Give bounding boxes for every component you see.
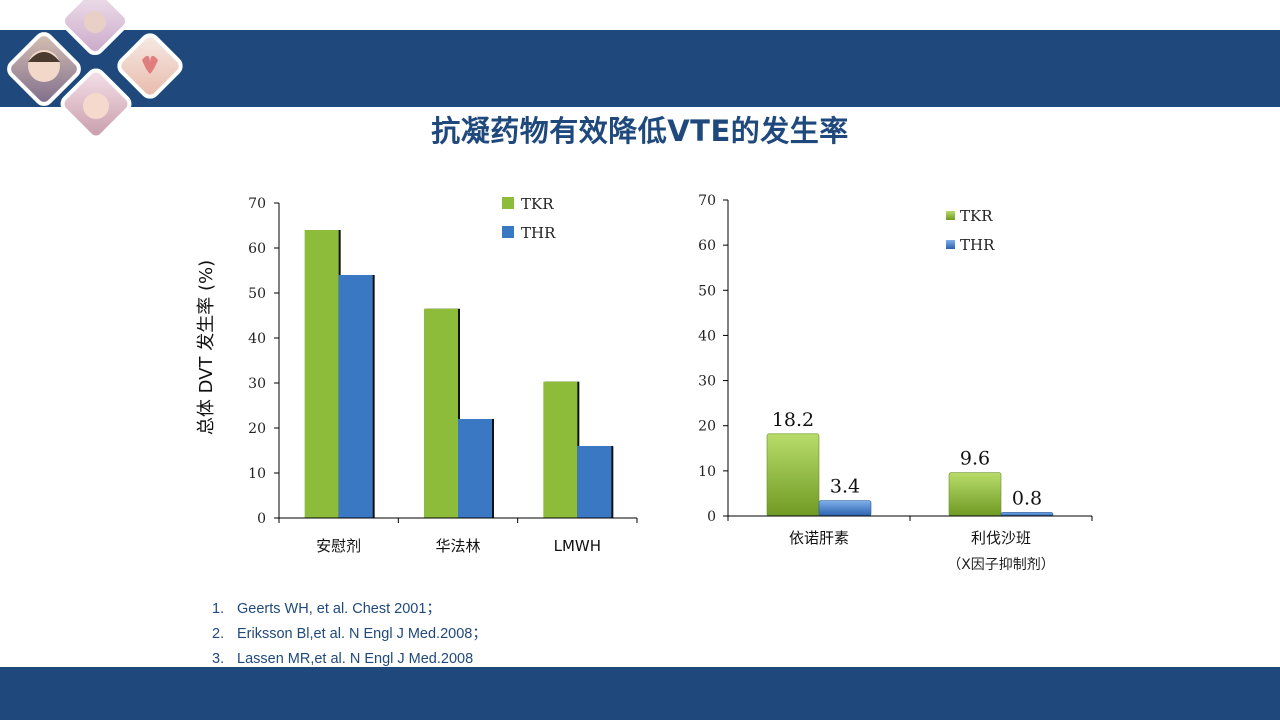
bar-tkr-1 xyxy=(948,472,1002,517)
y-tick-label: 40 xyxy=(248,331,266,347)
legend: TKR THR xyxy=(946,207,995,254)
bar-tkr-0 xyxy=(304,230,339,518)
header-band xyxy=(0,30,1280,107)
data-label-thr-enoxaparin: 3.4 xyxy=(830,476,860,498)
data-label-thr-rivaroxaban: 0.8 xyxy=(1012,487,1042,509)
category-label-warfarin: 华法林 xyxy=(435,537,480,555)
y-tick-label: 40 xyxy=(698,328,716,344)
photo-tile-nurse xyxy=(60,0,130,56)
photo-tile-baby xyxy=(60,68,132,140)
data-label-tkr-enoxaparin: 18.2 xyxy=(772,409,814,431)
y-tick-label: 0 xyxy=(707,509,716,525)
bar-thr-0 xyxy=(818,500,872,517)
bar-thr-2 xyxy=(577,446,612,518)
category-label-rivaroxaban: 利伐沙班 xyxy=(971,529,1031,547)
reference-text: Geerts WH, et al. Chest 2001； xyxy=(237,601,441,617)
legend-swatch-thr xyxy=(946,240,955,249)
photo-tile-woman xyxy=(7,32,81,106)
reference-text: Lassen MR,et al. N Engl J Med.2008 xyxy=(237,651,474,667)
y-tick-label: 70 xyxy=(248,196,266,212)
bar-thr-0 xyxy=(338,275,373,518)
y-tick-label: 20 xyxy=(698,419,716,435)
page-title: 抗凝药物有效降低VTE的发生率 xyxy=(431,114,849,148)
category-note-factor-x-inhibitor: （X因子抑制剂） xyxy=(947,557,1055,573)
bar-tkr-1 xyxy=(424,308,458,518)
legend-swatch-thr xyxy=(502,226,514,238)
category-label-enoxaparin: 依诺肝素 xyxy=(789,529,849,547)
legend-label-tkr: TKR xyxy=(960,207,993,225)
chart-anticoagulant-comparison: 0 10 20 30 40 50 60 70 TKR THR 依诺肝素 利伐沙班 （X因子抑制… xyxy=(698,193,1093,573)
category-label-placebo: 安慰剂 xyxy=(316,537,361,555)
legend: TKR THR xyxy=(502,195,556,242)
reference-number: 1. xyxy=(212,601,225,617)
y-tick-label: 30 xyxy=(698,374,716,390)
legend-label-thr: THR xyxy=(521,224,556,242)
legend-swatch-tkr xyxy=(946,211,955,220)
reference-list: 1. Geerts WH, et al. Chest 2001； 2. Erikss… xyxy=(212,598,487,673)
reference-number: 3. xyxy=(212,651,225,667)
reference-item: 1. Geerts WH, et al. Chest 2001； xyxy=(212,598,487,623)
y-tick-label: 60 xyxy=(248,241,266,257)
bar-tkr-2 xyxy=(543,381,578,518)
category-label-lmwh: LMWH xyxy=(554,537,601,555)
y-tick-label: 50 xyxy=(698,283,716,299)
legend-swatch-tkr xyxy=(502,197,514,209)
y-tick-label: 0 xyxy=(257,511,266,527)
y-tick-label: 30 xyxy=(248,376,266,392)
y-tick-label: 10 xyxy=(698,464,716,480)
y-axis-label: 总体 DVT 发生率 (%) xyxy=(196,260,217,435)
photo-tile-hands-heart xyxy=(117,33,183,99)
footer-band xyxy=(0,667,1280,720)
y-tick-label: 10 xyxy=(248,466,266,482)
y-tick-label: 50 xyxy=(248,286,266,302)
y-tick-label: 70 xyxy=(698,193,716,209)
reference-number: 2. xyxy=(212,626,225,642)
legend-label-thr: THR xyxy=(960,236,995,254)
reference-text: Eriksson Bl,et al. N Engl J Med.2008； xyxy=(237,626,487,642)
y-tick-label: 60 xyxy=(698,238,716,254)
photo-tiles-logo xyxy=(7,0,183,140)
bar-tkr-0 xyxy=(766,433,820,517)
y-tick-label: 20 xyxy=(248,421,266,437)
bar-thr-1 xyxy=(1000,512,1054,517)
legend-label-tkr: TKR xyxy=(521,195,554,213)
data-label-tkr-rivaroxaban: 9.6 xyxy=(960,448,990,470)
bar-thr-1 xyxy=(458,419,492,518)
reference-item: 3. Lassen MR,et al. N Engl J Med.2008 xyxy=(212,648,487,673)
reference-item: 2. Eriksson Bl,et al. N Engl J Med.2008； xyxy=(212,623,487,648)
chart-dvt-incidence: 总体 DVT 发生率 (%) 0 10 20 30 40 50 60 70 TKR THR 安… xyxy=(196,195,638,555)
